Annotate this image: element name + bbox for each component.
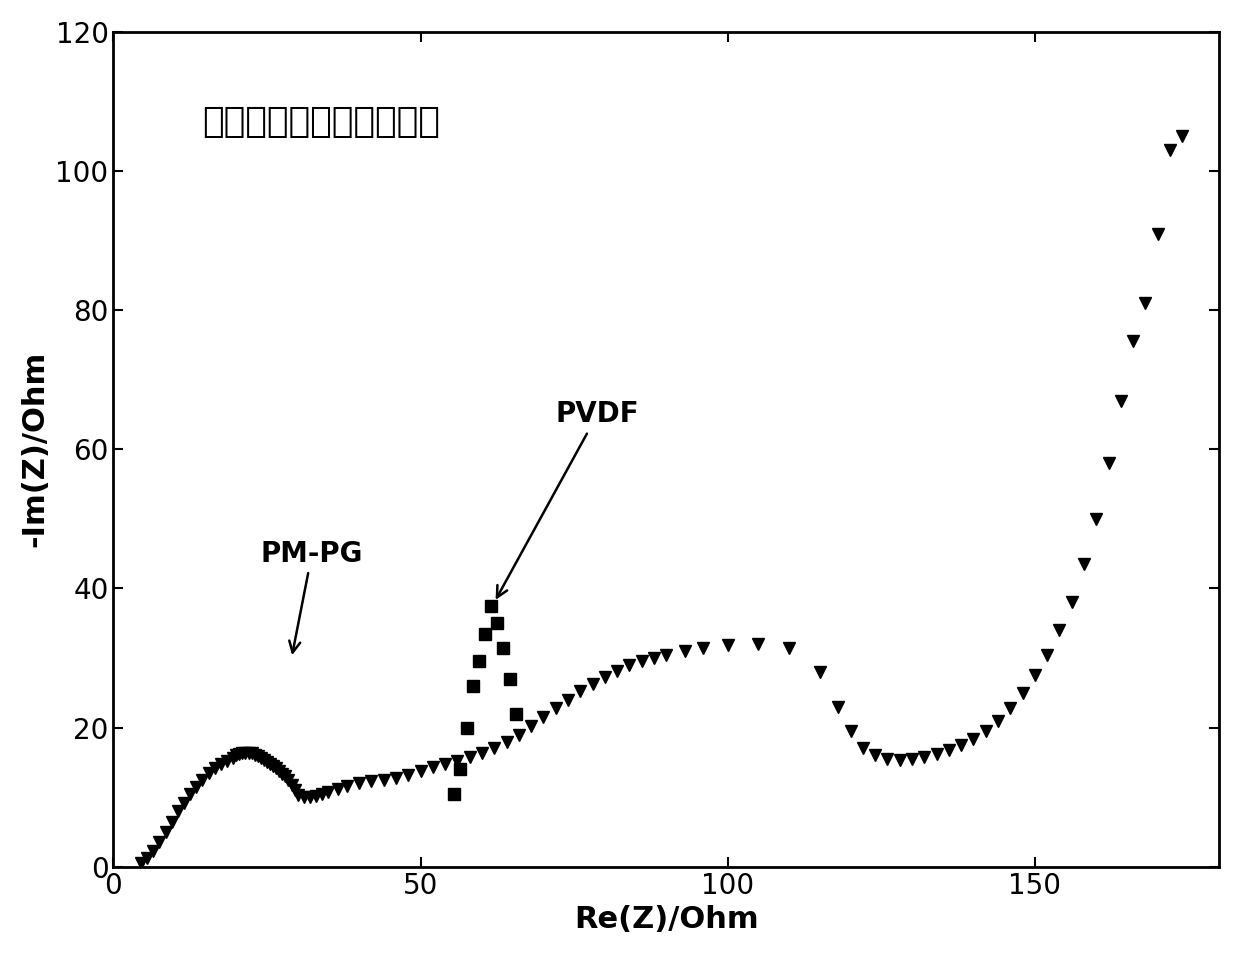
Text: PM-PG: PM-PG (260, 540, 363, 652)
Text: PVDF: PVDF (497, 400, 640, 598)
X-axis label: Re(Z)/Ohm: Re(Z)/Ohm (574, 905, 759, 934)
Text: 电池循环之前的阵抗测试: 电池循环之前的阵抗测试 (202, 105, 440, 139)
Y-axis label: -Im(Z)/Ohm: -Im(Z)/Ohm (21, 351, 50, 547)
